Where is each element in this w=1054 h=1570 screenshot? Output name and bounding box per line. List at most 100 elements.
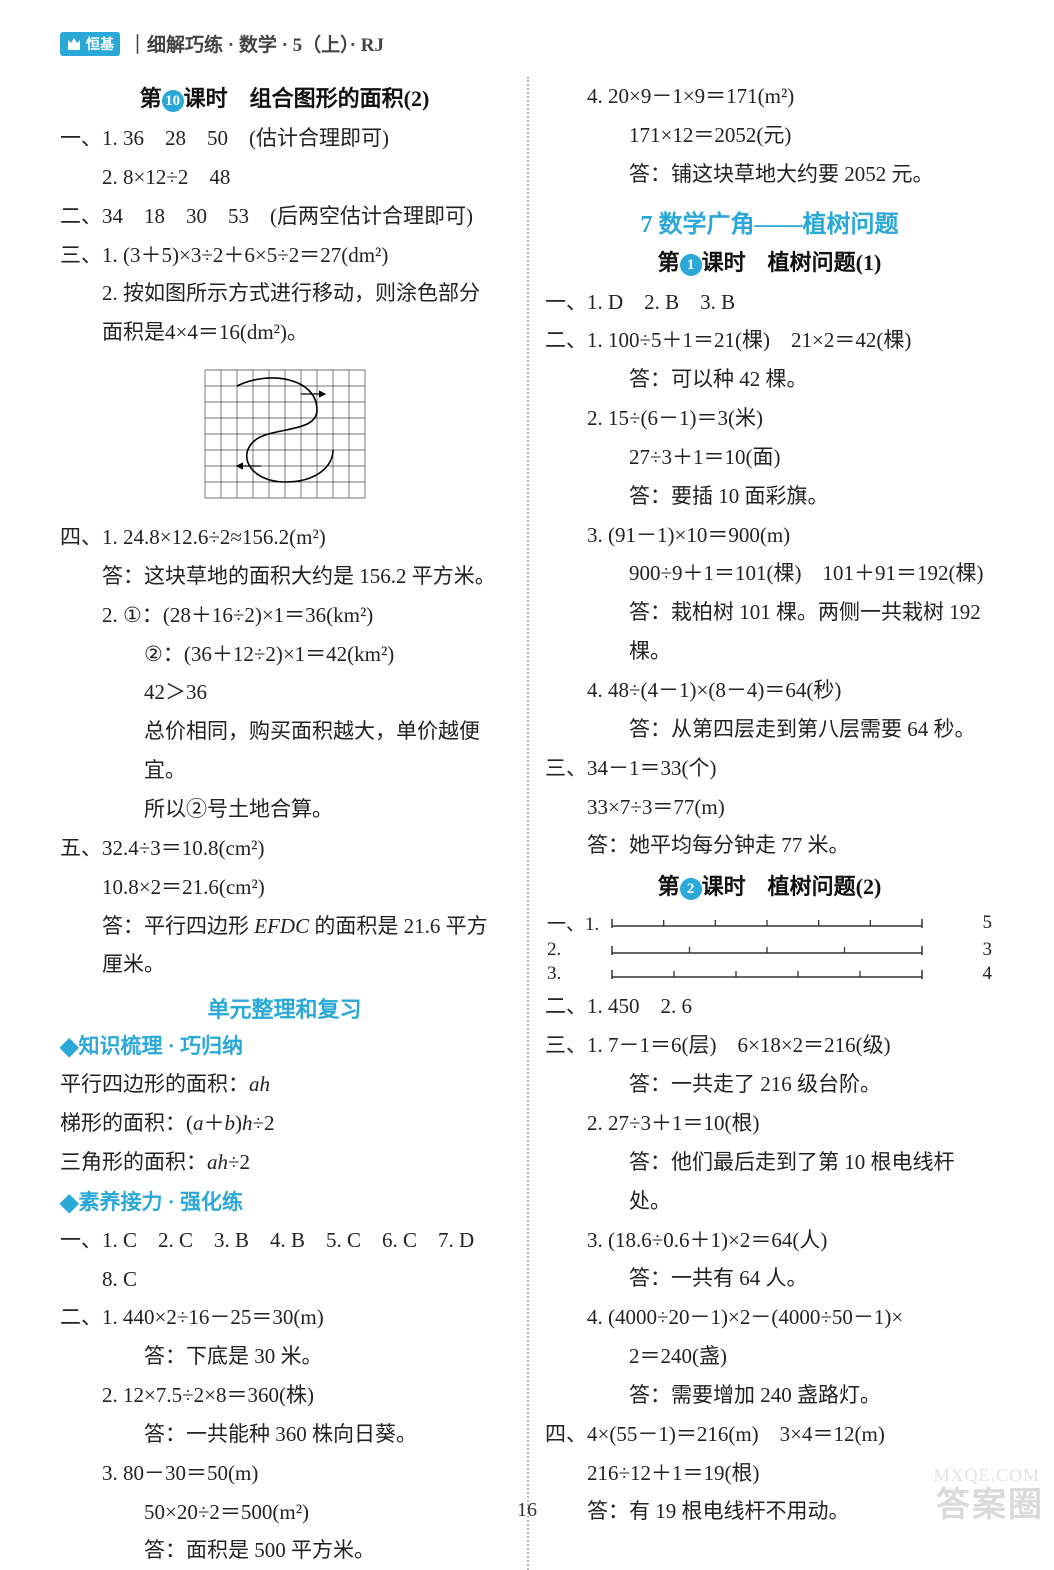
text-line: 答：要插 10 面彩旗。: [545, 477, 994, 516]
text-line: 2. ①：(28＋16÷2)×1＝36(km²): [60, 596, 509, 635]
text-line: 答：平行四边形 EFDC 的面积是 21.6 平方: [60, 907, 509, 946]
text-line: 答：一共有 64 人。: [545, 1259, 994, 1298]
text-line: 答：她平均每分钟走 77 米。: [545, 826, 994, 865]
header-subtitle: ｜细解巧练 · 数学 · 5（上）· RJ: [128, 30, 384, 57]
text-line: 答：面积是 500 平方米。: [60, 1531, 509, 1570]
sub-label: 知识梳理 · 巧归纳: [78, 1034, 243, 1058]
t: 答：平行四边形: [102, 914, 254, 938]
t: ÷2: [253, 1111, 275, 1135]
text-line: 2. 27÷3＋1＝10(根): [545, 1104, 994, 1143]
sub-label: 素养接力 · 强化练: [78, 1190, 243, 1214]
text-line: 一、1. C 2. C 3. B 4. B 5. C 6. C 7. D: [60, 1221, 509, 1260]
text-line: 171×12＝2052(元): [545, 116, 994, 155]
text-line: 面积是4×4＝16(dm²)。: [60, 313, 509, 352]
seg-val: 3: [962, 938, 992, 961]
text-line: 一、1. D 2. B 3. B: [545, 283, 994, 322]
text-line: 4. 48÷(4－1)×(8－4)＝64(秒): [545, 671, 994, 710]
text-line: 2. 12×7.5÷2×8＝360(株): [60, 1376, 509, 1415]
cat-icon: [66, 36, 82, 52]
t: ah: [249, 1072, 270, 1096]
logo-text: 恒基: [86, 34, 114, 54]
seg-label: 一、1.: [547, 909, 605, 936]
text-line: 8. C: [60, 1260, 509, 1299]
t1-prefix: 第: [658, 250, 680, 275]
formula-line: 梯形的面积：(a＋b)h÷2: [60, 1104, 509, 1143]
text-line: 一、1. 36 28 50 (估计合理即可): [60, 119, 509, 158]
text-line: 总价相同，购买面积越大，单价越便宜。: [60, 712, 509, 790]
content-columns: 第10课时 组合图形的面积(2) 一、1. 36 28 50 (估计合理即可) …: [60, 77, 994, 1570]
text-line: 四、1. 24.8×12.6÷2≈156.2(m²): [60, 518, 509, 557]
text-line: 五、32.4÷3＝10.8(cm²): [60, 829, 509, 868]
left-column: 第10课时 组合图形的面积(2) 一、1. 36 28 50 (估计合理即可) …: [60, 77, 527, 1570]
t: 平行四边形的面积：: [60, 1072, 249, 1096]
circle-2: 2: [680, 878, 702, 900]
page-number: 16: [0, 1499, 1054, 1522]
seg-val: 4: [962, 963, 992, 986]
text-line: 4. (4000÷20－1)×2－(4000÷50－1)×: [545, 1298, 994, 1337]
t: 梯形的面积：(: [60, 1111, 193, 1135]
page-header: 恒基 ｜细解巧练 · 数学 · 5（上）· RJ: [60, 30, 994, 57]
t: EFDC: [254, 914, 309, 938]
text-line: 27÷3＋1＝10(面): [545, 438, 994, 477]
text-line: 2. 8×12÷2 48: [60, 158, 509, 197]
text-line: 4. 20×9－1×9＝171(m²): [545, 77, 994, 116]
circle-10: 10: [162, 90, 184, 112]
subsection: ◆知识梳理 · 巧归纳: [60, 1030, 509, 1061]
text-line: 216÷12＋1＝19(根): [545, 1454, 994, 1493]
t10-prefix: 第: [140, 86, 162, 111]
text-line: 答：他们最后走到了第 10 根电线杆处。: [545, 1143, 994, 1221]
t: ＋: [204, 1111, 225, 1135]
grid-figure: [195, 360, 375, 508]
text-line: 答：下底是 30 米。: [60, 1337, 509, 1376]
text-line: 3. (18.6÷0.6＋1)×2＝64(人): [545, 1221, 994, 1260]
watermark: 答案圈: [936, 1477, 1044, 1526]
text-line: 3. (91－1)×10＝900(m): [545, 516, 994, 555]
text-line: 答：栽柏树 101 棵。两侧一共栽树 192 棵。: [545, 593, 994, 671]
text-line: 答：从第四层走到第八层需要 64 秒。: [545, 710, 994, 749]
text-line: 三、34－1＝33(个): [545, 749, 994, 788]
text-line: 2. 15÷(6－1)＝3(米): [545, 399, 994, 438]
subsection: ◆素养接力 · 强化练: [60, 1186, 509, 1217]
seg-val: 5: [962, 909, 992, 936]
t: a: [193, 1111, 204, 1135]
lesson10-title: 第10课时 组合图形的面积(2): [60, 81, 509, 113]
text-line: 答：铺这块草地大约要 2052 元。: [545, 155, 994, 194]
text-line: 答：这块草地的面积大约是 156.2 平方米。: [60, 557, 509, 596]
formula-line: 三角形的面积：ah÷2: [60, 1143, 509, 1182]
t: ah: [207, 1150, 228, 1174]
text-line: 3. 80－30＝50(m): [60, 1454, 509, 1493]
t: ): [235, 1111, 242, 1135]
text-line: ②：(36＋12÷2)×1＝42(km²): [60, 635, 509, 674]
numberline-1: [607, 912, 927, 934]
text-line: 二、1. 100÷5＋1＝21(棵) 21×2＝42(棵): [545, 321, 994, 360]
t: 的面积是 21.6 平方: [309, 914, 488, 938]
text-line: 答：一共走了 216 级台阶。: [545, 1065, 994, 1104]
formula-line: 平行四边形的面积：ah: [60, 1065, 509, 1104]
text-line: 42＞36: [60, 673, 509, 712]
text-line: 答：一共能种 360 株向日葵。: [60, 1415, 509, 1454]
text-line: 二、1. 440×2÷16－25＝30(m): [60, 1298, 509, 1337]
lesson2-title: 第2课时 植树问题(2): [545, 869, 994, 901]
t: h: [242, 1111, 253, 1135]
text-line: 2＝240(盏): [545, 1337, 994, 1376]
text-line: 900÷9＋1＝101(棵) 101＋91＝192(棵): [545, 554, 994, 593]
numberline-2: [607, 939, 927, 961]
text-line: 厘米。: [60, 945, 509, 984]
text-line: 33×7÷3＝77(m): [545, 788, 994, 827]
review-title: 单元整理和复习: [60, 992, 509, 1024]
text-line: 答：可以种 42 棵。: [545, 360, 994, 399]
chapter7-title: 7 数学广角——植树问题: [545, 204, 994, 239]
t: ÷2: [228, 1150, 250, 1174]
seg-label: 3.: [547, 963, 605, 986]
seg-label: 2.: [547, 938, 605, 961]
circle-1: 1: [680, 254, 702, 276]
text-line: 10.8×2＝21.6(cm²): [60, 868, 509, 907]
numberline-table: 一、1. 5 2. 3 3. 4: [545, 907, 994, 987]
text-line: 三、1. (3＋5)×3÷2＋6×5÷2＝27(dm²): [60, 236, 509, 275]
column-divider: [527, 77, 529, 1570]
numberline-3: [607, 963, 927, 985]
t10-suffix: 课时 组合图形的面积(2): [184, 86, 430, 111]
text-line: 三、1. 7－1＝6(层) 6×18×2＝216(级): [545, 1026, 994, 1065]
text-line: 所以②号土地合算。: [60, 790, 509, 829]
t2-suffix: 课时 植树问题(2): [702, 874, 882, 899]
